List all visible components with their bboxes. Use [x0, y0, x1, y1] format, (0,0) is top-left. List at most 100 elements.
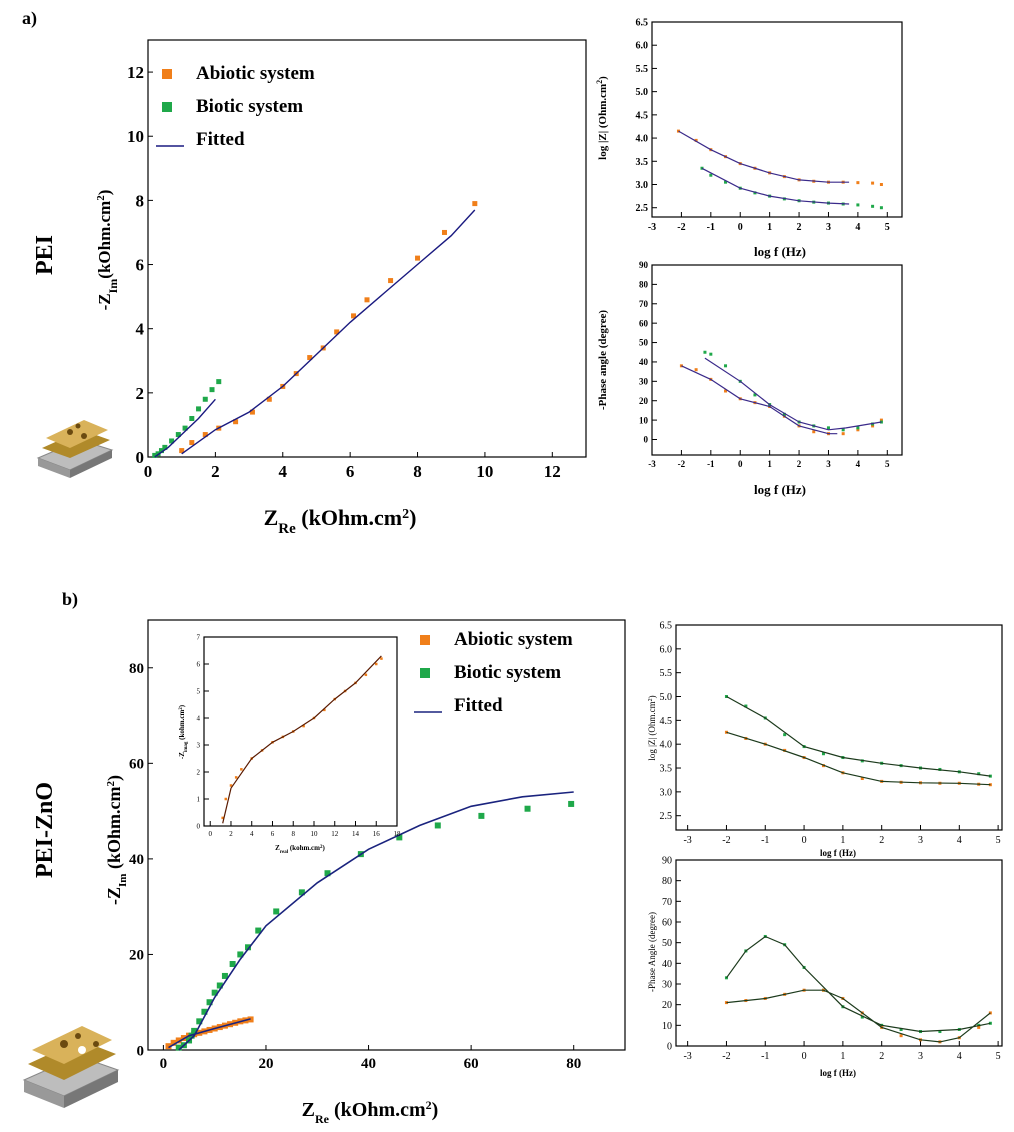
x-tick-label: 12 — [331, 830, 339, 838]
x-tick-label: 0 — [160, 1056, 168, 1072]
y-tick-label: 20 — [129, 948, 144, 964]
fit-line — [726, 935, 991, 1043]
y-tick-label: 6.5 — [636, 18, 649, 29]
y-tick-label: 40 — [129, 852, 144, 868]
label-part: ) — [647, 695, 657, 698]
y-tick-label: 60 — [662, 918, 672, 929]
x-tick-label: 1 — [767, 222, 772, 233]
y-tick-label: 90 — [662, 856, 672, 867]
y-tick-label: 20 — [639, 396, 649, 406]
y-tick-label: 4 — [197, 714, 201, 722]
label-part: imag — [184, 741, 189, 752]
x-axis-label: log f (Hz) — [820, 1068, 856, 1078]
data-point — [441, 229, 447, 235]
label-part: Im — [117, 874, 129, 887]
chart: -3 -2 -1 0 1 2 3 4 5 2.5 3.0 3.5 4.0 4.5 5.0 5.5 6.0 6.5 — [660, 621, 1003, 846]
y-tick-label: 4.0 — [636, 134, 649, 145]
y-tick-label: 5.0 — [636, 87, 649, 98]
label-part: real — [280, 850, 289, 855]
label-part: 2 — [179, 707, 184, 710]
chart: -3 -2 -1 0 1 2 3 4 5 2.5 3.0 3.5 4.0 4.5 5.0 5.5 6.0 6.5 — [636, 18, 903, 233]
data-point — [821, 752, 825, 756]
legend-label: Fitted — [454, 695, 503, 716]
x-tick-label: 6 — [271, 830, 275, 838]
x-tick-label: 8 — [291, 830, 295, 838]
x-tick-label: 2 — [879, 835, 884, 846]
y-tick-label: 12 — [127, 63, 144, 82]
label-part: -Z — [95, 293, 114, 310]
y-tick-label: 4 — [136, 320, 145, 339]
data-point — [753, 191, 757, 195]
y-tick-label: 20 — [662, 1000, 672, 1011]
data-point — [871, 204, 875, 208]
x-tick-label: 5 — [996, 1051, 1001, 1062]
x-tick-label: 80 — [566, 1056, 581, 1072]
x-tick-label: 5 — [885, 222, 890, 233]
label-part: Re — [278, 521, 296, 537]
y-tick-label: 6.5 — [660, 621, 673, 632]
label-part: 2 — [95, 195, 107, 201]
label-part: ) — [104, 775, 125, 781]
data-point — [879, 418, 883, 422]
data-point — [860, 777, 864, 781]
y-tick-label: 6 — [197, 660, 201, 668]
data-point — [856, 426, 860, 430]
data-point — [202, 432, 208, 438]
y-tick-label: 5.5 — [636, 64, 649, 75]
plot-frame — [147, 39, 587, 458]
legend-label: Abiotic system — [196, 63, 315, 84]
x-tick-label: -1 — [707, 222, 715, 233]
y-axis-label: -ZIm (kOhm.cm2) — [104, 775, 129, 905]
fit-line — [154, 209, 476, 458]
label-part: (kohm.cm — [178, 710, 186, 742]
data-point — [841, 432, 845, 436]
label-part: ) — [178, 704, 186, 707]
fit-line — [681, 357, 882, 435]
x-tick-label: 4 — [957, 1051, 962, 1062]
fit-line — [168, 791, 574, 1051]
data-point — [709, 352, 713, 356]
x-tick-label: 12 — [544, 462, 561, 481]
label-part: ) — [409, 505, 416, 530]
data-point — [676, 129, 680, 133]
data-point — [568, 800, 575, 807]
y-tick-label: 8 — [136, 191, 145, 210]
data-point — [694, 368, 698, 372]
x-tick-label: -3 — [648, 222, 656, 233]
label-part: 2 — [105, 781, 117, 787]
data-point — [724, 1001, 728, 1005]
data-point — [229, 961, 236, 967]
y-axis-label: -Phase Angle (degree) — [647, 912, 657, 992]
y-tick-label: 2 — [136, 384, 145, 403]
data-point — [162, 444, 168, 450]
x-tick-label: 3 — [918, 835, 923, 846]
y-tick-label: 40 — [639, 357, 649, 367]
x-tick-label: 2 — [797, 459, 802, 469]
x-tick-label: 40 — [361, 1056, 376, 1072]
y-tick-label: 70 — [662, 897, 672, 908]
data-point — [694, 138, 698, 142]
data-point — [977, 772, 981, 776]
data-point — [179, 448, 185, 454]
data-point — [871, 424, 875, 428]
data-point — [434, 822, 441, 829]
sample-label: PEI-ZnO — [32, 782, 58, 878]
fit-line — [222, 655, 382, 824]
y-tick-label: 3 — [197, 741, 201, 749]
data-point — [249, 409, 255, 415]
data-point — [216, 982, 223, 989]
data-point — [724, 364, 728, 368]
y-tick-label: 5.5 — [660, 668, 673, 679]
x-axis-label: ZRe (kOhm.cm2) — [302, 1098, 439, 1126]
data-point — [826, 426, 830, 430]
x-axis-label: Zreal (kohm.cm2) — [275, 844, 325, 855]
y-tick-label: 70 — [639, 299, 649, 309]
x-tick-label: 60 — [464, 1056, 479, 1072]
data-point — [273, 908, 280, 915]
data-point — [224, 797, 228, 801]
data-point — [182, 425, 188, 431]
data-point — [323, 708, 326, 712]
x-axis-label: log f (Hz) — [820, 848, 856, 858]
